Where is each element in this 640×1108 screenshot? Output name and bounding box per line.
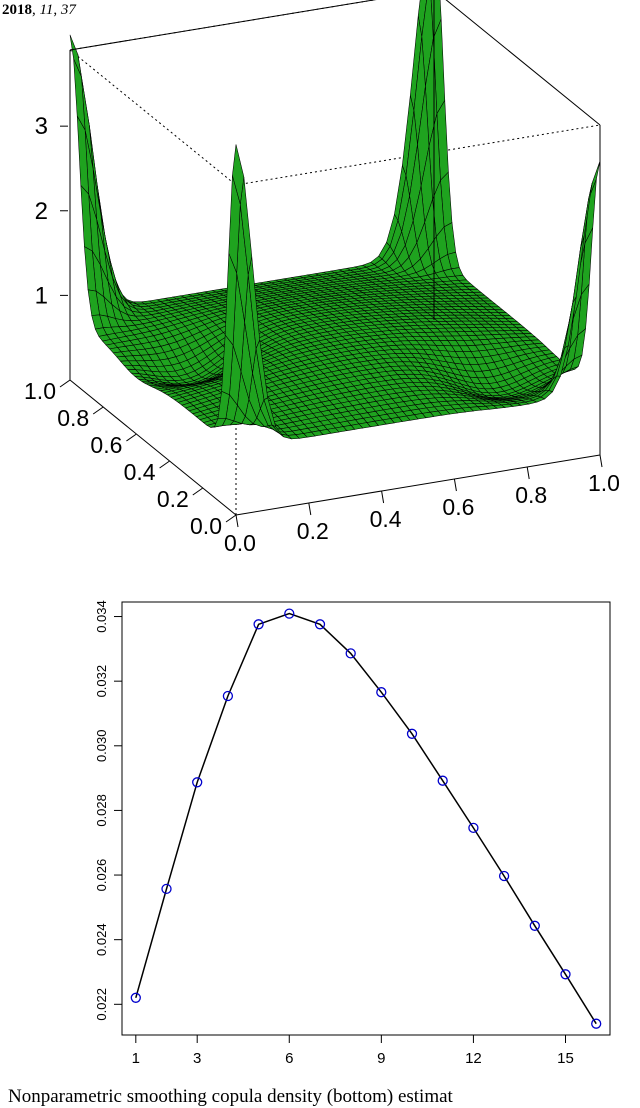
box-edge (69, 49, 237, 186)
y-tick-label: 0.028 (94, 794, 109, 827)
data-point (284, 608, 295, 619)
data-point (437, 775, 448, 786)
x-tick-label: 0.8 (515, 482, 547, 508)
figure-caption: Nonparametric smoothing copula density (… (8, 1086, 453, 1107)
header-year: 2018 (2, 2, 32, 18)
y-tick-label: 0.2 (157, 486, 189, 512)
x-tick-mark (308, 502, 312, 516)
x-tick-label: 12 (465, 1050, 482, 1067)
z-tick-label: 3 (35, 113, 48, 140)
data-point (314, 619, 326, 630)
y-tick-mark (92, 406, 104, 415)
y-tick-label: 0.8 (57, 405, 89, 431)
surface-facet (232, 144, 245, 205)
z-tick-label: 2 (35, 198, 48, 225)
x-tick-label: 15 (557, 1050, 574, 1067)
y-tick-mark (192, 487, 204, 496)
data-point (498, 870, 510, 882)
surface-box-front (69, 0, 601, 516)
x-tick-label: 6 (285, 1050, 293, 1067)
x-tick-label: 0.6 (442, 494, 474, 520)
data-point (345, 648, 356, 659)
x-tick-label: 0.2 (297, 518, 329, 544)
data-point (130, 992, 141, 1003)
plot-frame (121, 601, 611, 1036)
data-point (468, 822, 479, 834)
x-tick-label: 0.0 (224, 530, 256, 556)
data-point (376, 687, 387, 698)
y-tick-label: 0.024 (94, 923, 109, 956)
y-tick-label: 0.026 (94, 859, 109, 892)
y-tick-label: 0.034 (94, 600, 109, 633)
data-point (560, 969, 571, 980)
y-tick-label: 0.032 (94, 665, 109, 698)
y-tick-label: 0.4 (124, 459, 156, 485)
data-point (591, 1018, 602, 1029)
page-header: 2018, 11, 37 (2, 2, 76, 18)
x-tick-label: 1.0 (588, 470, 620, 496)
box-edge (235, 454, 601, 516)
x-tick-mark (235, 514, 239, 528)
box-edge (235, 124, 601, 186)
surface-mesh (69, 0, 601, 440)
x-tick-label: 3 (193, 1050, 201, 1067)
header-volume: 11 (39, 2, 54, 18)
x-tick-mark (599, 454, 603, 468)
box-edge (445, 0, 601, 126)
box-edge (69, 0, 377, 51)
x-axis: 1 3 6 9 12 15 (132, 1035, 574, 1067)
y-tick-label: 1.0 (24, 378, 56, 404)
z-tick-label: 1 (35, 282, 48, 309)
y-tick-mark (59, 379, 71, 388)
y-tick-label: 0.6 (90, 432, 122, 458)
box-edge (69, 379, 237, 516)
x-tick-label: 9 (377, 1050, 385, 1067)
data-point (161, 883, 172, 895)
x-tick-label: 1 (132, 1050, 140, 1067)
box-edge (69, 0, 377, 51)
y-tick-label: 0.022 (94, 988, 109, 1021)
x-tick-mark (526, 466, 530, 480)
density-line-chart: 0.022 0.024 0.026 0.028 0.030 0.032 0.034 1 3 6 9… (94, 600, 611, 1067)
x-tick-mark (453, 478, 457, 492)
series-line (135, 612, 597, 1025)
y-tick-mark (225, 514, 237, 523)
y-tick-mark (159, 460, 170, 469)
data-point (192, 777, 203, 788)
data-point (253, 619, 264, 630)
y-axis: 0.022 0.024 0.026 0.028 0.030 0.032 0.034 (94, 600, 122, 1021)
surface-box-back (69, 0, 601, 515)
series-points (130, 608, 602, 1029)
data-point (406, 728, 418, 739)
x-tick-label: 0.4 (370, 506, 402, 532)
x-tick-mark (381, 490, 385, 504)
data-point (222, 690, 234, 702)
header-page: 37 (60, 2, 76, 18)
y-tick-label: 0.030 (94, 730, 109, 763)
y-tick-mark (126, 433, 137, 442)
data-point (529, 920, 540, 931)
y-tick-label: 0.0 (190, 513, 222, 539)
